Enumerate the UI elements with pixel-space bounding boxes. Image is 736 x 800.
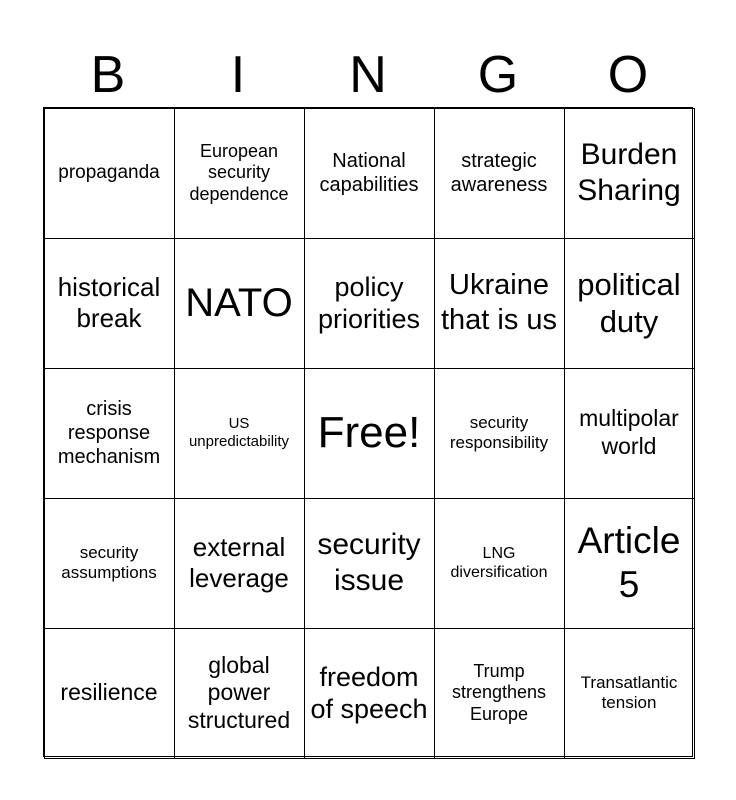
bingo-cell[interactable]: LNG diversification [433,497,565,629]
bingo-cell[interactable]: NATO [173,237,305,369]
bingo-cell[interactable]: policy priorities [303,237,435,369]
bingo-cell[interactable]: Ukraine that is us [433,237,565,369]
bingo-cell[interactable]: security responsibility [433,367,565,499]
bingo-cell[interactable]: National capabilities [303,107,435,239]
bingo-cell[interactable]: resilience [43,627,175,759]
bingo-cell[interactable]: global power structured [173,627,305,759]
bingo-cell[interactable]: Article 5 [563,497,695,629]
bingo-grid: propaganda European security dependence Na… [43,107,695,759]
bingo-cell[interactable]: security assumptions [43,497,175,629]
header-letter: B [90,46,126,104]
bingo-cell[interactable]: Transatlantic tension [563,627,695,759]
header-letter: O [607,46,649,104]
bingo-cell[interactable]: external leverage [173,497,305,629]
bingo-cell[interactable]: historical break [43,237,175,369]
header-letter: G [477,46,519,104]
bingo-cell[interactable]: political duty [563,237,695,369]
bingo-cell[interactable]: European security dependence [173,107,305,239]
bingo-cell[interactable]: Trump strengthens Europe [433,627,565,759]
bingo-cell[interactable]: US unpredictability [173,367,305,499]
header-letter: N [349,46,387,104]
bingo-cell[interactable]: strategic awareness [433,107,565,239]
bingo-cell[interactable]: Burden Sharing [563,107,695,239]
bingo-cell[interactable]: crisis response mechanism [43,367,175,499]
header-letter: I [230,46,246,104]
bingo-cell[interactable]: multipolar world [563,367,695,499]
free-space-cell[interactable]: Free! [303,367,435,499]
bingo-cell[interactable]: propaganda [43,107,175,239]
bingo-cell[interactable]: security issue [303,497,435,629]
bingo-cell[interactable]: freedom of speech [303,627,435,759]
